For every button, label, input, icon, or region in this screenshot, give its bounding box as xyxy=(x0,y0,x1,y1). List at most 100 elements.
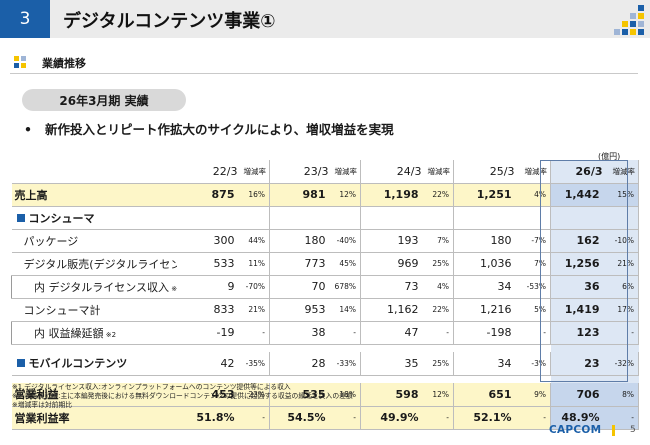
rate-cell: 23% xyxy=(240,383,270,407)
value-cell: 1,442 xyxy=(550,183,606,207)
row-label-text: コンシューマ xyxy=(28,211,95,225)
column-year-current: 26/3 xyxy=(550,160,606,184)
value-cell: 875 xyxy=(176,183,241,207)
rate-cell: -10% xyxy=(605,229,639,253)
value-cell: -19 xyxy=(176,321,241,345)
column-rate: 増減率 xyxy=(517,160,551,184)
value-cell: 706 xyxy=(550,383,606,407)
company-logo: CAPCOM xyxy=(549,424,602,436)
rate-cell: 21% xyxy=(240,298,270,322)
section-number: 3 xyxy=(0,0,50,38)
rate-cell: 21% xyxy=(605,252,639,276)
rate-cell: 678% xyxy=(331,275,361,299)
footnote: ※増減率は対前期比 xyxy=(12,401,73,409)
value-cell: 533 xyxy=(176,252,241,276)
row-label: デジタル販売(デジタルライセンス含む) xyxy=(11,252,177,276)
square-bullet-icon xyxy=(16,359,25,368)
value-cell: 162 xyxy=(550,229,606,253)
value-cell: 42 xyxy=(176,352,241,376)
value-cell: 1,036 xyxy=(453,252,518,276)
value-cell xyxy=(550,206,606,230)
value-cell: 34 xyxy=(453,352,518,376)
value-cell: 193 xyxy=(360,229,425,253)
value-cell xyxy=(269,206,332,230)
rate-cell: 18% xyxy=(331,383,361,407)
rate-cell xyxy=(331,206,361,230)
value-cell: 48.9% xyxy=(550,406,606,430)
value-cell: 35 xyxy=(360,352,425,376)
rate-cell: 22% xyxy=(424,183,454,207)
row-consumer-total: コンシューマ計 833 21% 953 14% 1,162 22% 1,216 5% 1,419 1… xyxy=(11,298,639,322)
table-header-row: 22/3 増減率 23/3 増減率 24/3 増減率 25/3 増減率 26/3… xyxy=(11,160,639,184)
section-title: 業績推移 xyxy=(42,57,86,70)
row-label-text: 営業利益 xyxy=(14,388,59,402)
period-label: 26年3月期 実績 xyxy=(22,89,186,111)
page-title: デジタルコンテンツ事業① xyxy=(63,11,276,32)
rate-cell: 6% xyxy=(605,275,639,299)
rate-cell: - xyxy=(240,321,270,345)
row-mobile: モバイルコンテンツ 42 -35% 28 -33% 35 25% 34 -3% 23 -32% xyxy=(11,352,639,376)
rate-cell: 9% xyxy=(517,383,551,407)
header-blank xyxy=(11,160,177,184)
column-rate: 増減率 xyxy=(240,160,270,184)
value-cell xyxy=(360,206,425,230)
value-cell: 36 xyxy=(550,275,606,299)
logo-accent-bar xyxy=(612,425,615,436)
value-cell: 23 xyxy=(550,352,606,376)
footnote-marker: ※1 xyxy=(169,285,176,293)
row-digital-license: 内 デジタルライセンス収入 ※19-70%70678%734%34-53%366… xyxy=(11,275,639,299)
footnotes: ※1 デジタルライセンス収入:オンラインプラットフォームへのコンテンツ提供等によ… xyxy=(12,383,353,410)
row-consumer-heading: コンシューマ xyxy=(11,206,639,230)
rate-cell: - xyxy=(517,406,551,430)
rate-cell: 4% xyxy=(424,275,454,299)
row-label-text: 営業利益率 xyxy=(14,411,70,425)
rate-cell: 4% xyxy=(517,183,551,207)
value-cell: 651 xyxy=(453,383,518,407)
rate-cell: 12% xyxy=(331,183,361,207)
value-cell: 54.5% xyxy=(269,406,332,430)
rate-cell: - xyxy=(240,406,270,430)
value-cell: 953 xyxy=(269,298,332,322)
rate-cell: - xyxy=(605,321,639,345)
rate-cell: 25% xyxy=(424,252,454,276)
value-cell xyxy=(176,206,241,230)
value-cell: -198 xyxy=(453,321,518,345)
row-deferred-revenue: 内 収益繰延額 ※2 -19-38-47- -198-123- xyxy=(11,321,639,345)
row-label-text: 内 デジタルライセンス収入 xyxy=(34,280,170,294)
value-cell xyxy=(453,206,518,230)
row-label-text: パッケージ xyxy=(23,234,79,248)
value-cell: 1,256 xyxy=(550,252,606,276)
unit-label: (億円) xyxy=(598,152,621,161)
row-label: パッケージ xyxy=(11,229,177,253)
value-cell: 1,198 xyxy=(360,183,425,207)
value-cell: 52.1% xyxy=(453,406,518,430)
value-cell: 34 xyxy=(453,275,518,299)
row-label-text: デジタル販売(デジタルライセンス含む) xyxy=(23,257,177,271)
value-cell: 49.9% xyxy=(360,406,425,430)
rate-cell: 8% xyxy=(605,383,639,407)
row-operating-income: 営業利益 453 23% 535 18% 598 12% 651 9% 706 8% xyxy=(11,383,639,407)
value-cell: 123 xyxy=(550,321,606,345)
rate-cell xyxy=(424,206,454,230)
value-cell: 1,251 xyxy=(453,183,518,207)
value-cell: 9 xyxy=(176,275,241,299)
value-cell: 70 xyxy=(269,275,332,299)
row-spacer xyxy=(12,344,639,352)
rate-cell: 17% xyxy=(605,298,639,322)
rate-cell: -53% xyxy=(517,275,551,299)
rate-cell: 25% xyxy=(424,352,454,376)
rate-cell: -33% xyxy=(331,352,361,376)
value-cell: 73 xyxy=(360,275,425,299)
page-number: 5 xyxy=(630,425,636,435)
rate-cell: - xyxy=(517,321,551,345)
value-cell: 47 xyxy=(360,321,425,345)
rate-cell: - xyxy=(331,321,361,345)
column-rate: 増減率 xyxy=(605,160,639,184)
value-cell: 38 xyxy=(269,321,332,345)
column-rate: 増減率 xyxy=(331,160,361,184)
row-sales: 売上高 875 16% 981 12% 1,198 22% 1,251 4% 1,442 15% xyxy=(11,183,639,207)
value-cell: 773 xyxy=(269,252,332,276)
row-spacer xyxy=(12,375,639,383)
rate-cell: 15% xyxy=(605,183,639,207)
rate-cell: -3% xyxy=(517,352,551,376)
